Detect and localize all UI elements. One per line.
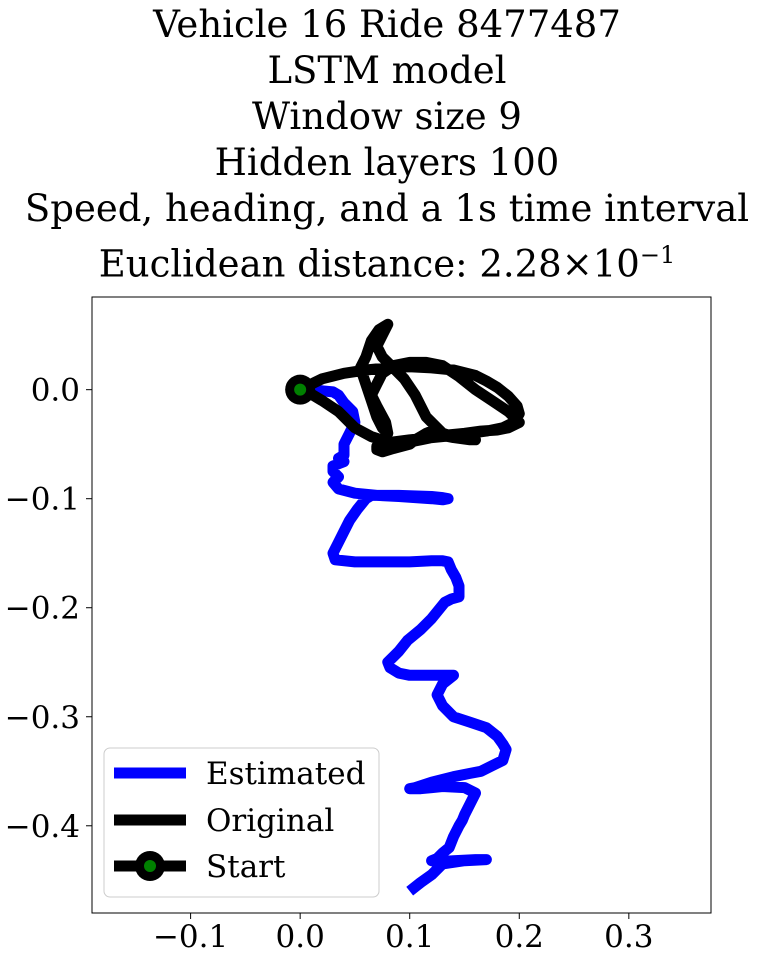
legend: Estimated Original Start bbox=[103, 747, 380, 898]
x-tick-label: 0.2 bbox=[495, 919, 544, 955]
title-line-4: Hidden layers 100 bbox=[214, 141, 560, 184]
title-line-5: Speed, heading, and a 1s time interval bbox=[24, 187, 750, 230]
title-line-1: Vehicle 16 Ride 8477487 bbox=[153, 3, 621, 46]
y-tick-label: −0.2 bbox=[5, 591, 80, 627]
legend-frame bbox=[103, 747, 380, 898]
chart-title: Vehicle 16 Ride 8477487 LSTM model Windo… bbox=[0, 2, 774, 287]
metric-exponent: −1 bbox=[639, 241, 676, 269]
y-tick-label: 0.0 bbox=[31, 373, 80, 409]
series-layer bbox=[285, 318, 525, 896]
y-tick-label: −0.4 bbox=[5, 809, 80, 845]
legend-start-marker-dot bbox=[144, 860, 156, 872]
metric-mantissa: 2.28 bbox=[479, 242, 562, 286]
y-tick-label: −0.1 bbox=[5, 482, 80, 518]
x-tick-label: 0.0 bbox=[276, 919, 325, 955]
legend-label-estimated: Estimated bbox=[206, 756, 365, 792]
plot-frame bbox=[91, 296, 712, 914]
metric-prefix: Euclidean distance: bbox=[98, 242, 480, 286]
x-tick-label: 0.1 bbox=[385, 919, 434, 955]
legend-label-original: Original bbox=[206, 803, 334, 839]
legend-label-start: Start bbox=[206, 849, 286, 885]
x-tick-label: −0.1 bbox=[153, 919, 228, 955]
series-original-line bbox=[297, 318, 525, 458]
start-marker-dot bbox=[294, 383, 307, 396]
title-line-3: Window size 9 bbox=[252, 95, 522, 138]
title-line-metric: Euclidean distance: 2.28×10−1 bbox=[0, 232, 774, 287]
metric-base: 10 bbox=[592, 242, 640, 286]
y-tick-label: −0.3 bbox=[5, 700, 80, 736]
x-tick-label: 0.3 bbox=[604, 919, 653, 955]
title-line-2: LSTM model bbox=[267, 49, 507, 92]
metric-times: × bbox=[561, 242, 593, 286]
axes-layer: −0.1 0.0 0.1 0.2 0.3 0.0 −0.1 −0.2 −0.3 −0.4 bbox=[5, 373, 654, 955]
series-estimated-line bbox=[299, 384, 512, 896]
